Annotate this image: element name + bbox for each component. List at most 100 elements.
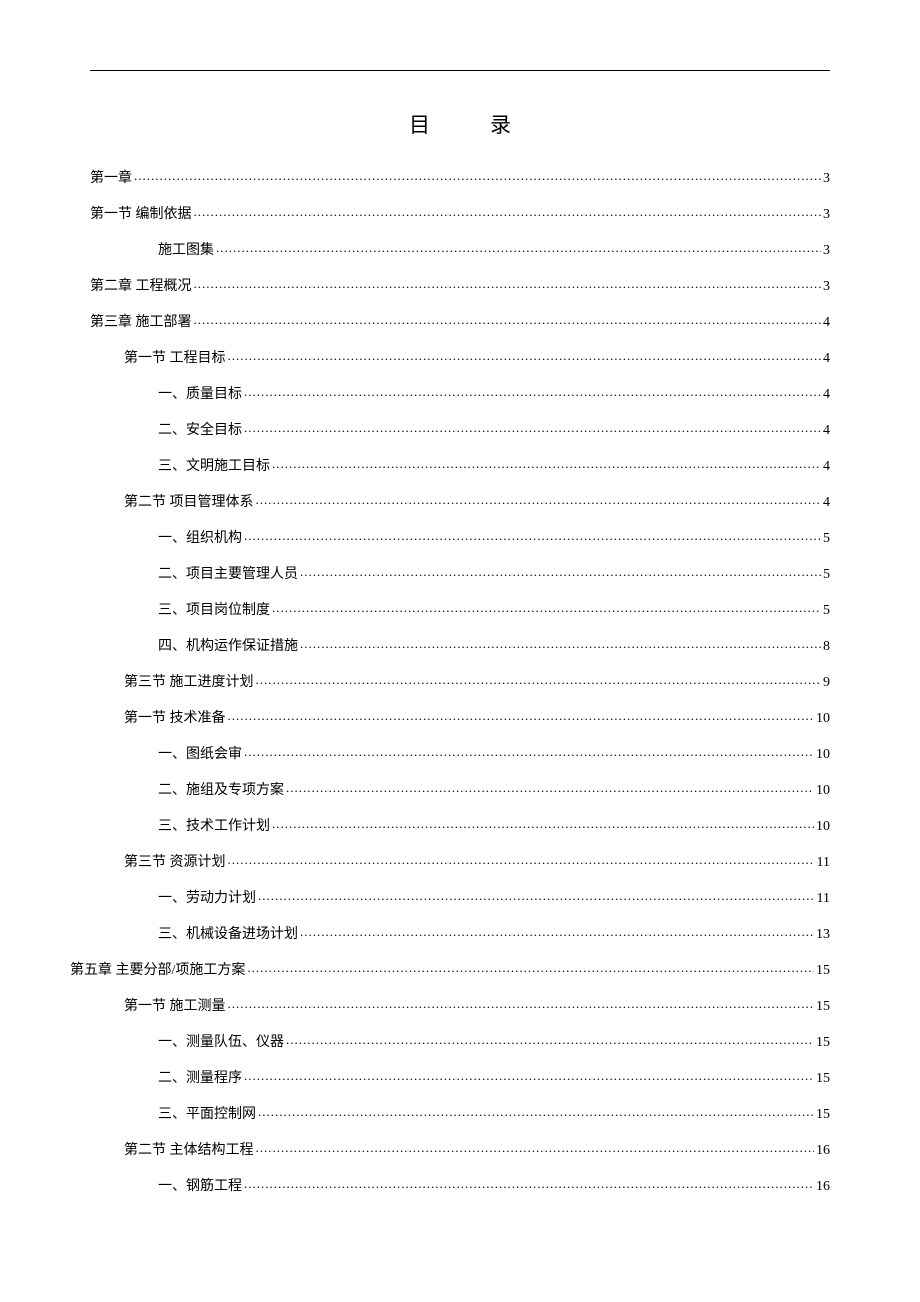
toc-label: 一、劳动力计划 [158, 892, 256, 906]
toc-leader-dots [194, 313, 822, 326]
toc-label: 一、钢筋工程 [158, 1180, 242, 1194]
toc-leader-dots [244, 385, 821, 398]
header-rule [90, 70, 830, 71]
toc-label: 三、平面控制网 [158, 1108, 256, 1122]
toc-label: 一、测量队伍、仪器 [158, 1036, 284, 1050]
toc-leader-dots [244, 745, 814, 758]
toc-leader-dots [228, 349, 822, 362]
toc-leader-dots [256, 673, 822, 686]
toc-label: 二、测量程序 [158, 1072, 242, 1086]
toc-entry: 一、测量队伍、仪器 15 [90, 1033, 830, 1069]
toc-leader-dots [247, 961, 814, 974]
toc-leader-dots [286, 781, 814, 794]
toc-leader-dots [256, 1141, 815, 1154]
toc-label: 第一章 [90, 172, 132, 186]
toc-page-number: 5 [823, 568, 830, 582]
toc-leader-dots [300, 637, 821, 650]
toc-page-number: 15 [816, 1072, 830, 1086]
toc-entry: 二、安全目标 4 [90, 421, 830, 457]
toc-page-number: 15 [816, 1000, 830, 1014]
toc-entry: 三、项目岗位制度 5 [90, 601, 830, 637]
toc-leader-dots [228, 709, 815, 722]
toc-label: 第三章 施工部署 [90, 316, 192, 330]
toc-label: 第一节 技术准备 [124, 712, 226, 726]
toc-entry: 三、技术工作计划 10 [90, 817, 830, 853]
toc-page-number: 4 [823, 316, 830, 330]
toc-label: 一、组织机构 [158, 532, 242, 546]
toc-leader-dots [258, 1105, 814, 1118]
toc-label: 二、项目主要管理人员 [158, 568, 298, 582]
toc-entry: 三、平面控制网15 [90, 1105, 830, 1141]
toc-entry: 第三节 资源计划11 [90, 853, 830, 889]
toc-label: 一、质量目标 [158, 388, 242, 402]
toc-page-number: 10 [816, 712, 830, 726]
toc-page-number: 3 [823, 244, 830, 258]
toc-page-number: 8 [823, 640, 830, 654]
toc-entry: 一、质量目标 4 [90, 385, 830, 421]
toc-entry: 第一节 编制依据 3 [90, 205, 830, 241]
toc-entry: 三、文明施工目标 4 [90, 457, 830, 493]
toc-page-number: 9 [823, 676, 830, 690]
toc-label: 三、项目岗位制度 [158, 604, 270, 618]
toc-leader-dots [258, 889, 815, 902]
toc-page-number: 3 [823, 172, 830, 186]
toc-page-number: 10 [816, 820, 830, 834]
toc-entry: 第一节 施工测量 15 [90, 997, 830, 1033]
toc-leader-dots [228, 997, 815, 1010]
toc-page-number: 15 [816, 964, 830, 978]
toc-leader-dots [216, 241, 821, 254]
toc-label: 三、文明施工目标 [158, 460, 270, 474]
toc-label: 第一节 编制依据 [90, 208, 192, 222]
document-page: 目录 第一章3第一节 编制依据3施工图集3第二章 工程概况3第三章 施工部署4第… [0, 0, 920, 1273]
page-title: 目录 [90, 109, 830, 139]
toc-entry: 施工图集3 [90, 241, 830, 277]
toc-entry: 一、组织机构5 [90, 529, 830, 565]
toc-entry: 第三节 施工进度计划9 [90, 673, 830, 709]
toc-label: 第二节 主体结构工程 [124, 1144, 254, 1158]
toc-leader-dots [244, 1177, 814, 1190]
toc-label: 四、机构运作保证措施 [158, 640, 298, 654]
toc-label: 二、安全目标 [158, 424, 242, 438]
toc-leader-dots [194, 277, 822, 290]
toc-page-number: 10 [816, 784, 830, 798]
toc-leader-dots [272, 817, 814, 830]
toc-leader-dots [256, 493, 822, 506]
toc-label: 第二章 工程概况 [90, 280, 192, 294]
toc-leader-dots [272, 457, 821, 470]
toc-entry: 一、劳动力计划11 [90, 889, 830, 925]
toc-label: 二、施组及专项方案 [158, 784, 284, 798]
toc-page-number: 15 [816, 1036, 830, 1050]
toc-label: 三、技术工作计划 [158, 820, 270, 834]
toc-leader-dots [272, 601, 821, 614]
toc-entry: 四、机构运作保证措施 8 [90, 637, 830, 673]
toc-leader-dots [228, 853, 815, 866]
toc-page-number: 4 [823, 352, 830, 366]
toc-page-number: 10 [816, 748, 830, 762]
toc-entry: 第一章 3 [90, 169, 830, 205]
toc-page-number: 3 [823, 280, 830, 294]
toc-entry: 第二章 工程概况 3 [90, 277, 830, 313]
toc-leader-dots [300, 565, 821, 578]
toc-leader-dots [286, 1033, 814, 1046]
table-of-contents: 第一章3第一节 编制依据3施工图集3第二章 工程概况3第三章 施工部署4第一节 … [90, 169, 830, 1213]
toc-entry: 第一节 技术准备 10 [90, 709, 830, 745]
toc-entry: 第二节 项目管理体系4 [90, 493, 830, 529]
toc-leader-dots [134, 169, 821, 182]
toc-label: 一、图纸会审 [158, 748, 242, 762]
toc-leader-dots [244, 1069, 814, 1082]
toc-page-number: 4 [823, 388, 830, 402]
toc-entry: 三、机械设备进场计划13 [90, 925, 830, 961]
toc-page-number: 4 [823, 424, 830, 438]
toc-entry: 第二节 主体结构工程 16 [90, 1141, 830, 1177]
toc-page-number: 13 [816, 928, 830, 942]
toc-label: 第五章 主要分部/项施工方案 [70, 964, 245, 978]
toc-entry: 第五章 主要分部/项施工方案 15 [70, 961, 830, 997]
toc-entry: 第一节 工程目标4 [90, 349, 830, 385]
toc-page-number: 5 [823, 604, 830, 618]
toc-leader-dots [244, 529, 821, 542]
toc-page-number: 16 [816, 1144, 830, 1158]
toc-label: 第一节 施工测量 [124, 1000, 226, 1014]
toc-page-number: 3 [823, 208, 830, 222]
toc-page-number: 4 [823, 460, 830, 474]
toc-leader-dots [194, 205, 822, 218]
